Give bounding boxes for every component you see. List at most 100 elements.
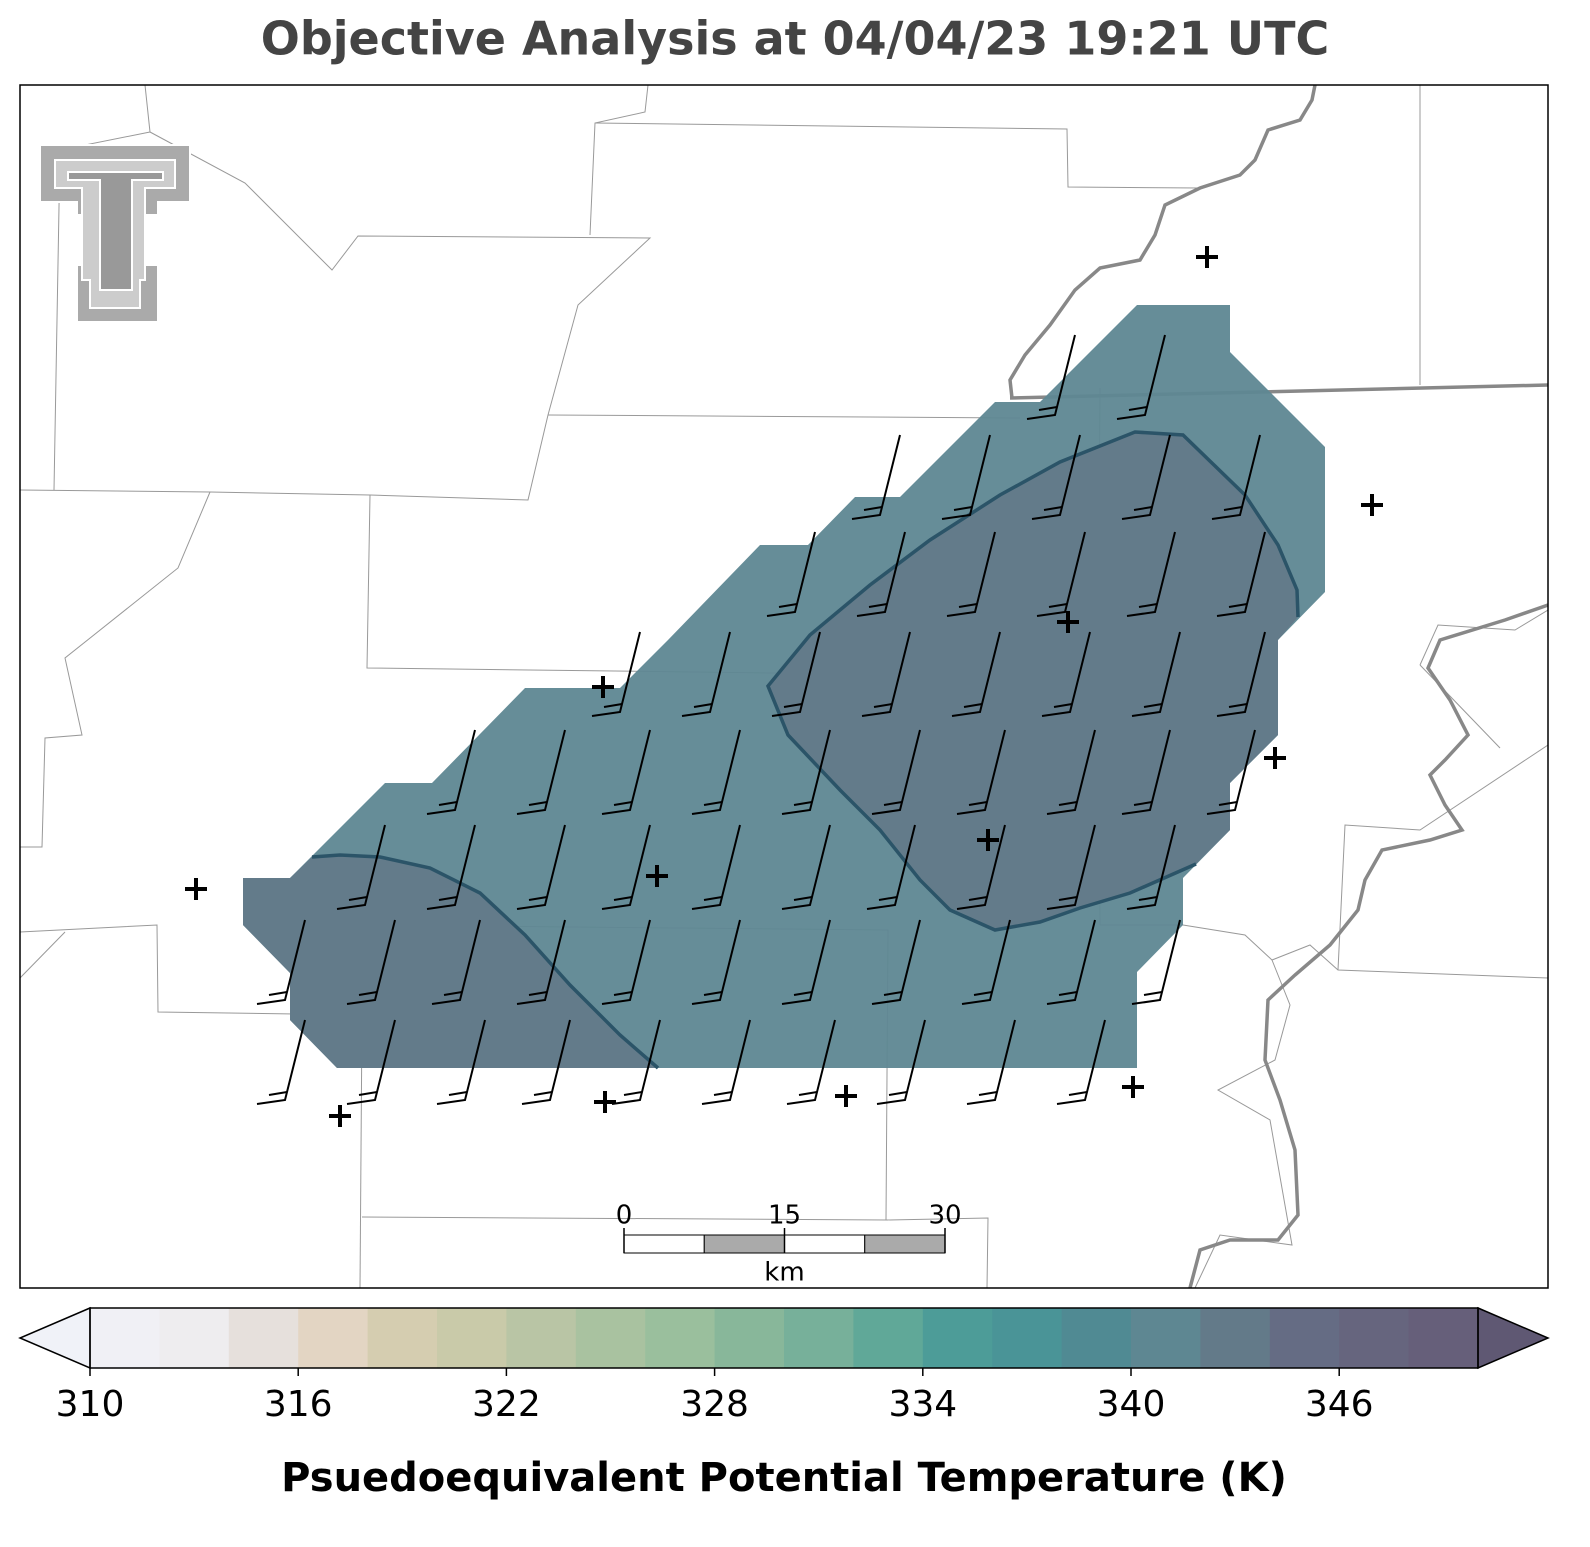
wind-barb: [958, 603, 978, 608]
wind-barb: [613, 991, 633, 996]
wind-barb: [533, 1091, 553, 1096]
wind-barb: [1218, 801, 1238, 806]
colorbar-tick-label: 322: [472, 1384, 541, 1425]
wind-barb: [1053, 703, 1073, 708]
wind-barb: [851, 434, 901, 520]
wind-barb: [603, 703, 623, 708]
colorbar-segment: [159, 1308, 230, 1368]
wind-barb: [968, 801, 988, 806]
wind-barb: [1048, 603, 1068, 608]
wind-barb: [1058, 801, 1078, 806]
wind-barb: [1206, 729, 1256, 815]
wind-barb: [866, 824, 916, 910]
title: Objective Analysis at 04/04/23 19:21 UTC: [261, 12, 1330, 66]
wind-barb: [1046, 919, 1096, 1005]
wind-barb: [793, 991, 813, 996]
colorbar-segment: [1061, 1308, 1132, 1368]
scale-segment: [784, 1234, 866, 1254]
wind-barb: [426, 729, 476, 815]
map-area: 0 15 30 km: [20, 85, 1548, 1288]
wind-barb: [871, 919, 921, 1005]
wind-barb: [346, 919, 396, 1005]
wind-barb: [871, 729, 921, 815]
wind-barb: [528, 991, 548, 996]
colorbar-extension: [1477, 1306, 1550, 1370]
colorbar-segment: [575, 1308, 646, 1368]
wind-barb: [956, 824, 1006, 910]
wind-barb: [1043, 506, 1063, 511]
wind-barb: [1223, 506, 1243, 511]
wind-barb: [528, 801, 548, 806]
colorbar-segment: [1408, 1308, 1479, 1368]
colorbar-segment: [367, 1308, 438, 1368]
wind-barb: [1026, 334, 1076, 420]
wind-barb: [1046, 824, 1096, 910]
colorbar-tick-label: 334: [888, 1384, 957, 1425]
wind-barb: [1138, 896, 1158, 901]
colorbar-segment: [992, 1308, 1063, 1368]
scale-tick-label: 30: [928, 1201, 961, 1231]
wind-barb: [1126, 531, 1176, 617]
wind-barb: [978, 1091, 998, 1096]
wind-barb: [256, 1019, 306, 1105]
wind-barb: [1133, 506, 1153, 511]
wind-barb: [766, 531, 816, 617]
wind-barb: [516, 729, 566, 815]
colorbar-tick-label: 310: [56, 1384, 125, 1425]
wind-barb: [346, 1019, 396, 1105]
colorbar-tick-label: 328: [680, 1384, 749, 1425]
wind-barb: [691, 824, 741, 910]
wind-barb: [703, 801, 723, 806]
wind-barb: [1121, 434, 1171, 520]
wind-barb: [436, 1019, 486, 1105]
wind-barb: [268, 991, 288, 996]
wind-barb: [863, 506, 883, 511]
colorbar-segment: [784, 1308, 854, 1368]
wind-barb: [966, 1019, 1016, 1105]
wind-barb: [883, 801, 903, 806]
wind-barb: [1228, 603, 1248, 608]
wind-barb: [856, 531, 906, 617]
wind-barb: [516, 824, 566, 910]
wind-barb: [778, 603, 798, 608]
scale-tick-label: 15: [768, 1201, 801, 1231]
colorbar-segment: [437, 1308, 507, 1368]
wind-barb: [876, 1019, 926, 1105]
wind-barb: [611, 1019, 661, 1105]
wind-barb: [703, 991, 723, 996]
wind-barb: [941, 434, 991, 520]
wind-barb: [256, 919, 306, 1005]
colorbar: 310 316 322 328 334 340 346: [18, 1306, 1550, 1425]
station-markers: [185, 246, 1383, 1127]
wind-barb: [868, 603, 888, 608]
wind-barb: [336, 824, 386, 910]
scale-segment: [623, 1234, 705, 1254]
colorbar-segment: [90, 1308, 160, 1368]
wind-barb: [1216, 631, 1266, 717]
wind-barb: [528, 896, 548, 901]
wind-barb: [786, 1019, 836, 1105]
wind-barb: [358, 1091, 378, 1096]
wind-barbs: [256, 334, 1266, 1105]
colorbar-segment: [1269, 1308, 1340, 1368]
scale-tick-label: 0: [616, 1201, 633, 1231]
colorbar-extension: [18, 1306, 91, 1370]
colorbar-frame: [89, 1307, 1479, 1369]
colorbar-segment: [922, 1308, 993, 1368]
wind-barb: [1116, 334, 1166, 420]
wind-barb: [1131, 919, 1181, 1005]
wind-barb: [781, 729, 831, 815]
wind-barb: [681, 631, 731, 717]
wind-barb: [1031, 434, 1081, 520]
wind-barb: [798, 1091, 818, 1096]
wind-barb: [1046, 729, 1096, 815]
wind-barb: [1128, 406, 1148, 411]
wind-barb: [1133, 801, 1153, 806]
wind-barb: [956, 729, 1006, 815]
wind-barb: [783, 703, 803, 708]
wind-barb: [691, 729, 741, 815]
wind-barb: [1056, 1019, 1106, 1105]
colorbar-tick-label: 346: [1305, 1384, 1374, 1425]
wind-barb: [591, 631, 641, 717]
